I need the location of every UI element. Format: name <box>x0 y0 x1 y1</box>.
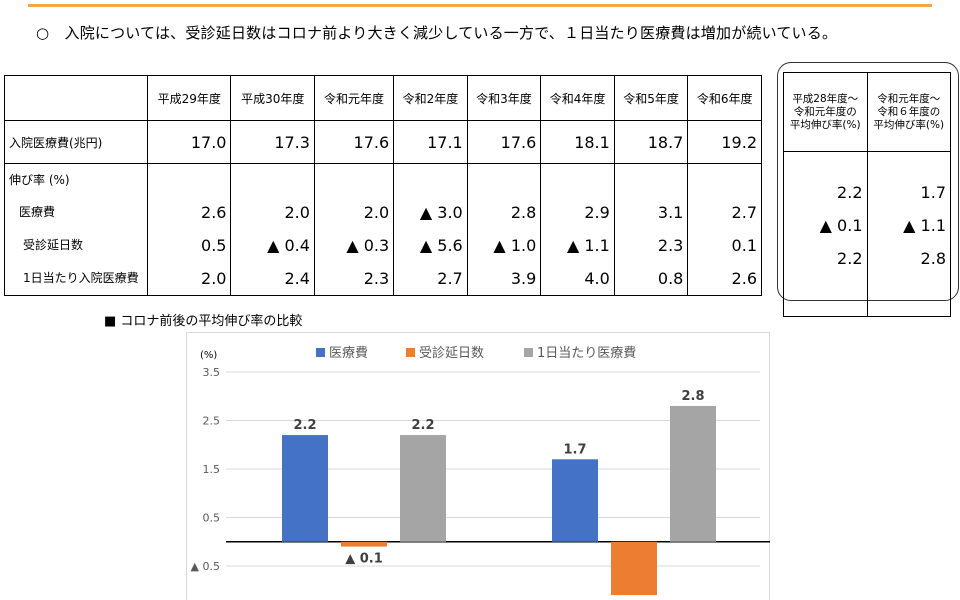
growth-col: 2.6 0.5 2.0 <box>146 163 232 296</box>
growth-cell: 2.6 <box>731 269 757 288</box>
growth-col: 3.1 2.3 0.8 <box>613 163 689 296</box>
growth-cell: ▲ 1.0 <box>493 236 537 255</box>
growth-col: 2.0 ▲ 0.3 2.3 <box>313 163 395 296</box>
side-header-row: 平成28年度～ 令和元年度の 平均伸び率(%) 令和元年度～ 令和６年度の 平均伸び率(… <box>783 72 951 152</box>
total-cell: 19.2 <box>687 120 762 164</box>
growth-label-cell: 伸び率 (%) 医療費 受診延日数 1日当たり入院医療費 <box>4 163 148 296</box>
y-tick-label: 1.5 <box>203 463 221 476</box>
growth-label: 伸び率 (%) <box>9 173 70 187</box>
growth-col: 2.7 0.1 2.6 <box>687 163 762 296</box>
total-cell: 17.1 <box>393 120 468 164</box>
row-label-medical: 医療費 <box>19 205 56 219</box>
growth-cell: 0.5 <box>201 236 227 255</box>
growth-cell: 2.3 <box>657 236 684 255</box>
growth-col: 2.9 ▲ 1.1 4.0 <box>540 163 615 296</box>
growth-cell: 0.1 <box>731 236 757 255</box>
bar <box>670 405 716 542</box>
growth-cell: 2.0 <box>363 203 390 222</box>
side-header-post: 令和元年度～ 令和６年度の 平均伸び率(%) <box>866 72 951 152</box>
growth-cell: 3.1 <box>657 203 684 222</box>
year-header: 令和元年度 <box>313 75 395 121</box>
legend-swatch <box>524 348 533 357</box>
growth-cell: 2.3 <box>363 269 390 288</box>
header-blank <box>4 75 148 121</box>
growth-cell: 2.0 <box>284 203 310 222</box>
growth-col: 2.0 ▲ 0.4 2.4 <box>230 163 315 296</box>
total-cell: 18.1 <box>540 120 615 164</box>
y-tick-label: ▲ 0.5 <box>191 560 220 573</box>
growth-row: 伸び率 (%) 医療費 受診延日数 1日当たり入院医療費 2.6 0.5 2.0 2… <box>4 163 762 296</box>
year-header: 令和6年度 <box>687 75 762 121</box>
total-cell: 17.0 <box>146 120 232 164</box>
growth-cell: 2.4 <box>284 269 310 288</box>
side-body-row: 2.2 ▲ 0.1 2.2 1.7 ▲ 1.1 2.8 <box>783 151 951 317</box>
bar <box>611 541 657 596</box>
bar <box>552 459 598 542</box>
bar <box>400 435 446 542</box>
year-header: 令和2年度 <box>393 75 468 121</box>
legend-label: 1日当たり医療費 <box>537 346 636 361</box>
growth-cell: 2.9 <box>584 203 610 222</box>
legend-swatch <box>406 348 415 357</box>
growth-col: 2.8 ▲ 1.0 3.9 <box>466 163 542 296</box>
total-cell: 17.6 <box>466 120 542 164</box>
year-header: 令和3年度 <box>466 75 542 121</box>
growth-cell: 2.7 <box>437 269 463 288</box>
total-row-label: 入院医療費(兆円) <box>4 120 148 164</box>
growth-cell: ▲ 3.0 <box>419 203 463 222</box>
side-table: 平成28年度～ 令和元年度の 平均伸び率(%) 令和元年度～ 令和６年度の 平均伸び率(… <box>783 72 951 317</box>
year-header-row: 平成29年度 平成30年度 令和元年度 令和2年度 令和3年度 令和4年度 令和… <box>4 75 762 121</box>
growth-cell: ▲ 5.6 <box>419 236 463 255</box>
y-axis-unit: (%) <box>200 350 217 361</box>
growth-cell: 2.6 <box>201 203 227 222</box>
growth-cell: ▲ 1.1 <box>566 236 610 255</box>
year-header: 令和4年度 <box>540 75 615 121</box>
headline: ○ 入院については、受診延日数はコロナ前より大きく減少している一方で、１日当たり… <box>36 24 838 42</box>
side-cell: 2.8 <box>920 249 946 268</box>
bar <box>341 541 387 547</box>
growth-cell: 2.7 <box>731 203 757 222</box>
growth-cell: 3.9 <box>510 269 537 288</box>
bar-data-label: 2.2 <box>293 418 316 433</box>
total-cell: 18.7 <box>613 120 689 164</box>
growth-cell: 0.8 <box>657 269 684 288</box>
year-header: 平成29年度 <box>146 75 232 121</box>
side-cell: 2.2 <box>837 249 863 268</box>
side-cell: ▲ 0.1 <box>819 216 863 235</box>
total-cell: 17.3 <box>230 120 315 164</box>
growth-cell: ▲ 0.3 <box>346 236 390 255</box>
growth-cell: ▲ 0.4 <box>267 236 310 255</box>
y-tick-label: 3.5 <box>203 366 221 379</box>
total-row: 入院医療費(兆円) 17.0 17.3 17.6 17.1 17.6 18.1 … <box>4 120 762 164</box>
legend-swatch <box>316 348 325 357</box>
total-cell: 17.6 <box>313 120 395 164</box>
year-header: 平成30年度 <box>230 75 315 121</box>
growth-cell: 4.0 <box>584 269 610 288</box>
bar-data-label: 2.8 <box>681 389 704 404</box>
side-cell: ▲ 1.1 <box>903 216 946 235</box>
bar-data-label: ▲ 0.1 <box>345 552 383 567</box>
main-table: 平成29年度 平成30年度 令和元年度 令和2年度 令和3年度 令和4年度 令和… <box>4 75 762 296</box>
row-label-perday: 1日当たり入院医療費 <box>23 271 139 285</box>
y-tick-label: 2.5 <box>203 415 221 428</box>
side-header-pre: 平成28年度～ 令和元年度の 平均伸び率(%) <box>783 72 868 152</box>
side-col-post: 1.7 ▲ 1.1 2.8 <box>866 151 951 317</box>
growth-comparison-chart: (%) 3.5 2.5 1.5 0.5 ▲ 0.5 医療費 受診延日数 1日当たり医療費 2.2 1… <box>186 332 770 600</box>
legend-label: 医療費 <box>329 346 368 361</box>
growth-cell: 2.8 <box>510 203 537 222</box>
legend-label: 受診延日数 <box>419 345 484 361</box>
section-title: ■ コロナ前後の平均伸び率の比較 <box>104 314 303 329</box>
growth-cell: 2.0 <box>201 269 227 288</box>
y-tick-label: 0.5 <box>203 512 221 525</box>
year-header: 令和5年度 <box>613 75 689 121</box>
side-cell: 1.7 <box>920 183 946 202</box>
bar-data-label: 1.7 <box>563 442 586 457</box>
growth-col: ▲ 3.0 ▲ 5.6 2.7 <box>393 163 468 296</box>
bar-data-label: 2.2 <box>411 418 434 433</box>
side-cell: 2.2 <box>837 183 863 202</box>
row-label-days: 受診延日数 <box>23 238 84 252</box>
bar <box>282 435 328 542</box>
top-accent-line <box>28 4 932 7</box>
side-col-pre: 2.2 ▲ 0.1 2.2 <box>783 151 868 317</box>
